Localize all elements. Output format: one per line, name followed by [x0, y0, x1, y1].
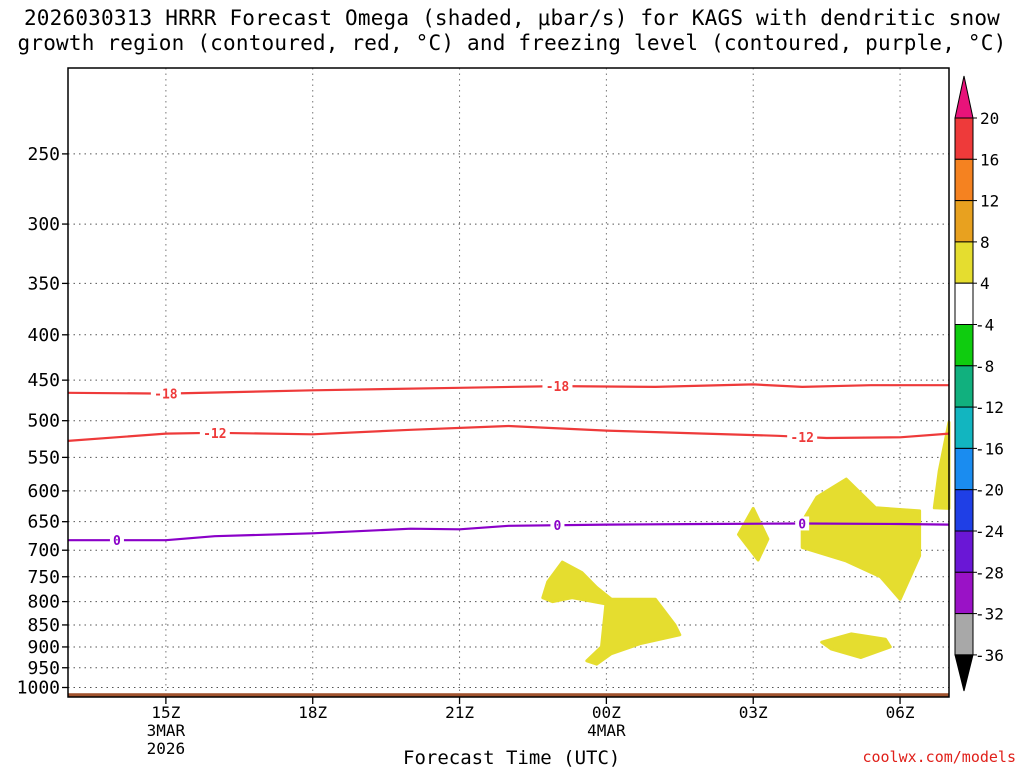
contour-label: 0: [113, 534, 121, 549]
contour-label: -12: [790, 431, 813, 446]
contour-label-bg: [542, 379, 573, 394]
y-tick-label: 550: [27, 447, 60, 468]
contour-label: -12: [203, 427, 226, 442]
x-tick-label: 3MAR: [147, 721, 186, 740]
colorbar-swatch: [954, 365, 974, 408]
contour-label-bg: [795, 516, 810, 531]
contour-label-bg: [787, 429, 818, 444]
omega-shaded-region: [541, 560, 613, 606]
contour-label-bg: [109, 533, 124, 548]
colorbar-swatch: [954, 613, 974, 656]
y-tick-label: 800: [27, 592, 60, 613]
x-tick-label: 03Z: [739, 703, 768, 722]
colorbar-label: -12: [975, 398, 1004, 417]
surface-band: [68, 693, 949, 697]
colorbar-swatch: [954, 571, 974, 615]
y-tick-label: 300: [27, 214, 60, 235]
y-tick-label: 750: [27, 567, 60, 588]
x-tick-label: 18Z: [298, 703, 327, 722]
contour-label-bg: [199, 425, 230, 440]
contour-line: [68, 522, 950, 542]
plot-frame: [67, 67, 950, 698]
x-tick-label: 06Z: [886, 703, 915, 722]
colorbar-swatch: [954, 406, 974, 449]
x-tick-label: 00Z: [592, 703, 621, 722]
colorbar-label: 12: [980, 192, 999, 211]
colorbar-swatch: [954, 158, 974, 202]
colorbar-swatch: [954, 200, 974, 243]
colorbar-swatch: [954, 489, 974, 532]
contour-label-bg: [550, 518, 565, 533]
contour-label: -18: [546, 380, 570, 395]
y-tick-label: 500: [27, 411, 60, 432]
chart-title-line-1: 2026030313 HRRR Forecast Omega (shaded, …: [23, 6, 1001, 30]
y-tick-label: 1000: [17, 677, 60, 698]
y-tick-label: 850: [27, 615, 60, 636]
x-tick-label: 21Z: [445, 703, 474, 722]
colorbar-label: -24: [975, 522, 1004, 541]
contour-label: 0: [798, 517, 806, 532]
omega-shaded-region: [800, 477, 922, 601]
colorbar-label: -20: [975, 481, 1004, 500]
colorbar-label: 4: [980, 274, 990, 293]
colorbar-swatch: [954, 282, 974, 326]
credit-link[interactable]: coolwx.com/models: [862, 748, 1016, 766]
omega-shaded-region: [585, 597, 682, 666]
y-tick-label: 700: [27, 540, 60, 561]
colorbar-label: 20: [980, 109, 999, 128]
colorbar-top-arrow: [954, 75, 974, 119]
colorbar-label: 8: [980, 233, 990, 252]
y-tick-label: 250: [27, 144, 60, 165]
x-tick-label: 15Z: [151, 703, 180, 722]
omega-shaded-region: [820, 632, 892, 659]
surface-terrain: [68, 693, 949, 697]
contour-lines: -18 -18 -12 -12 0 0 0: [67, 379, 950, 549]
y-tick-label: 950: [27, 658, 60, 679]
y-tick-label: 450: [27, 370, 60, 391]
y-tick-label: 400: [27, 325, 60, 346]
colorbar-bottom-arrow: [954, 654, 974, 692]
y-tick-label: 650: [27, 512, 60, 533]
y-axis-ticks: 2503003504004505005506006507007508008509…: [17, 144, 68, 698]
y-tick-label: 600: [27, 481, 60, 502]
x-tick-label: 4MAR: [587, 721, 626, 740]
chart-title-line-2: growth region (contoured, red, °C) and f…: [17, 31, 1007, 55]
colorbar-label: -36: [975, 646, 1004, 665]
colorbar-swatch: [954, 530, 974, 573]
x-axis-title: Forecast Time (UTC): [403, 747, 621, 769]
omega-shading: [541, 420, 951, 666]
y-tick-label: 350: [27, 273, 60, 294]
colorbar-label: -8: [975, 357, 994, 376]
grid-lines: [68, 68, 949, 697]
contour-line: [67, 383, 949, 395]
contour-label: 0: [554, 519, 562, 534]
contour-label: -18: [154, 388, 178, 403]
colorbar-label: -4: [975, 316, 994, 335]
colorbar-swatch: [954, 324, 974, 367]
colorbar: 20 16 12 8 4 -4 -8 -12 -16 -20 -24 -28 -32 -36: [954, 75, 1004, 692]
omega-shaded-region: [737, 506, 770, 562]
colorbar-swatch: [954, 241, 974, 284]
chart-title: 2026030313 HRRR Forecast Omega (shaded, …: [0, 6, 1024, 56]
contour-label-bg: [150, 386, 181, 401]
colorbar-label: -16: [975, 439, 1004, 458]
colorbar-swatch: [954, 117, 974, 160]
y-tick-label: 900: [27, 637, 60, 658]
colorbar-label: -32: [975, 605, 1004, 624]
x-tick-label: 2026: [147, 739, 186, 758]
colorbar-label: 16: [980, 150, 999, 169]
colorbar-swatch: [954, 447, 974, 491]
colorbar-label: -28: [975, 563, 1004, 582]
